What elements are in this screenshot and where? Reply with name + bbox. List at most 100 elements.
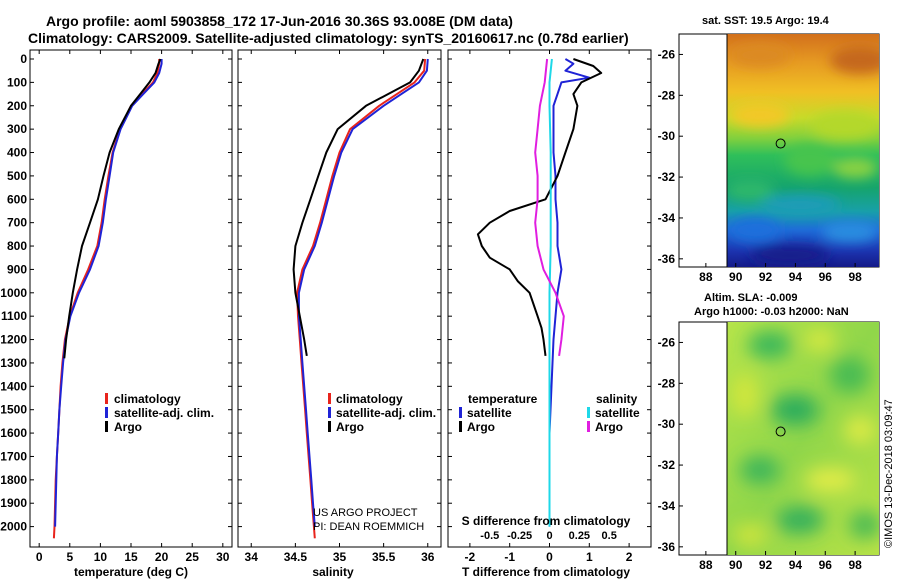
x-tick-label: 1 (586, 550, 593, 564)
lat-tick-label: -26 (658, 335, 676, 349)
axis-ticks: 0100200300400500600700800900100011001200… (0, 50, 651, 564)
lon-tick-label: 92 (759, 558, 773, 572)
x-tick-label: -1 (504, 550, 515, 564)
y-tick-label: 0 (20, 52, 27, 66)
imos-credit: ©IMOS 13-Dec-2018 03:09:47 (883, 399, 895, 548)
x-tick-label: 2 (626, 550, 633, 564)
temperature-panel (29, 49, 233, 548)
salinity-panel (237, 49, 442, 548)
difference-profiles (476, 58, 603, 527)
lat-tick-label: -30 (658, 417, 676, 431)
s-tick-label: 0.25 (569, 530, 590, 542)
y-tick-label: 1500 (0, 403, 27, 417)
x-tick-label: 34 (245, 550, 259, 564)
legend-label-satellite: satellite-adj. clim. (336, 406, 436, 420)
lon-tick-label: 96 (819, 270, 833, 284)
lon-tick-label: 92 (759, 270, 773, 284)
legend-label-t-argo: Argo (467, 420, 495, 434)
x-tick-label: -2 (465, 550, 476, 564)
project-credit: US ARGO PROJECT (313, 507, 418, 519)
lon-tick-label: 94 (789, 558, 803, 572)
sst-field (727, 34, 879, 267)
legend-label-climatology: climatology (336, 392, 403, 406)
difference-xlabel: T difference from climatology (462, 565, 630, 579)
lon-tick-label: 98 (848, 270, 862, 284)
legend-swatch-climatology (105, 393, 108, 404)
legend-label-climatology: climatology (114, 392, 181, 406)
s-difference-label: S difference from climatology (462, 514, 631, 528)
salinity-legend: climatology satellite-adj. clim. Argo US… (313, 392, 436, 533)
lon-tick-label: 88 (699, 558, 713, 572)
profile-line-salinity-argo (534, 58, 565, 357)
legend-label-argo: Argo (114, 420, 142, 434)
y-tick-label: 1900 (0, 496, 27, 510)
sla-map-title-2: Argo h1000: -0.03 h2000: NaN (694, 306, 849, 318)
legend-swatch-argo (328, 421, 331, 432)
lat-tick-label: -36 (658, 252, 676, 266)
y-tick-label: 1000 (0, 286, 27, 300)
x-tick-label: 25 (186, 550, 200, 564)
lat-tick-label: -28 (658, 376, 676, 390)
lat-tick-label: -32 (658, 170, 676, 184)
s-tick-label: 0.5 (602, 530, 617, 542)
y-tick-label: 1700 (0, 449, 27, 463)
x-tick-label: 34.5 (284, 550, 308, 564)
sst-map-ticks: -26 -28 -30 -32 -34 -36 88 90 92 94 96 98 (658, 47, 862, 284)
legend-heading-salinity: salinity (596, 392, 638, 406)
y-tick-label: 100 (7, 75, 27, 89)
legend-swatch-t-satellite (459, 407, 462, 418)
legend-label-argo: Argo (336, 420, 364, 434)
lat-tick-label: -32 (658, 458, 676, 472)
profile-line-salinity-satellite (548, 58, 553, 527)
lat-tick-label: -34 (658, 211, 676, 225)
legend-label-s-satellite: satellite (595, 406, 640, 420)
y-tick-label: 900 (7, 262, 27, 276)
y-tick-label: 200 (7, 99, 27, 113)
legend-heading-temperature: temperature (468, 392, 538, 406)
y-tick-label: 1800 (0, 473, 27, 487)
sst-map: -26 -28 -30 -32 -34 -36 88 90 92 94 96 98 (658, 33, 880, 284)
x-tick-label: 10 (94, 550, 108, 564)
temperature-xlabel: temperature (deg C) (74, 565, 188, 579)
profile-line-satellite-adj-clim- (297, 58, 429, 527)
y-tick-label: 1600 (0, 426, 27, 440)
x-tick-label: 35 (333, 550, 347, 564)
sst-map-title: sat. SST: 19.5 Argo: 19.4 (702, 15, 830, 27)
legend-swatch-satellite (105, 407, 108, 418)
temperature-profiles (52, 58, 163, 539)
sla-map-ticks: -26 -28 -30 -32 -34 -36 88 90 92 94 96 98 (658, 335, 862, 572)
y-tick-label: 1300 (0, 356, 27, 370)
y-tick-label: 1200 (0, 333, 27, 347)
difference-legend: temperature satellite Argo salinity sate… (459, 392, 640, 434)
x-tick-label: 30 (216, 550, 230, 564)
lat-tick-label: -34 (658, 499, 676, 513)
y-tick-label: 700 (7, 216, 27, 230)
y-tick-label: 1400 (0, 379, 27, 393)
x-tick-label: 35.5 (372, 550, 396, 564)
profile-line-satellite-adj-clim- (54, 59, 163, 527)
profile-line-argo (63, 58, 162, 359)
sla-map-title-1: Altim. SLA: -0.009 (704, 292, 798, 304)
s-tick-label: 0 (546, 530, 552, 542)
lon-tick-label: 90 (729, 270, 743, 284)
lon-tick-label: 98 (848, 558, 862, 572)
x-tick-label: 0 (546, 550, 553, 564)
lon-tick-label: 88 (699, 270, 713, 284)
sla-field (727, 322, 879, 555)
temperature-legend: climatology satellite-adj. clim. Argo (105, 392, 214, 434)
lat-tick-label: -36 (658, 540, 676, 554)
title-line-1: Argo profile: aoml 5903858_172 17-Jun-20… (46, 13, 513, 29)
lon-tick-label: 90 (729, 558, 743, 572)
y-tick-label: 400 (7, 146, 27, 160)
s-tick-label: -0.25 (507, 530, 532, 542)
sla-texture (731, 328, 879, 547)
lat-tick-label: -28 (658, 88, 676, 102)
x-tick-label: 5 (66, 550, 73, 564)
x-tick-label: 15 (124, 550, 138, 564)
title-line-2: Climatology: CARS2009. Satellite-adjuste… (28, 30, 629, 46)
x-tick-label: 20 (155, 550, 169, 564)
legend-swatch-climatology (328, 393, 331, 404)
sla-argo-marker (775, 426, 786, 437)
salinity-profiles (292, 58, 429, 539)
